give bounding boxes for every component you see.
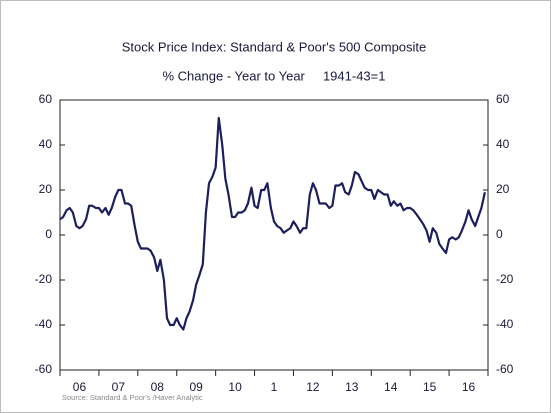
y2-tick-label: 40	[496, 137, 510, 151]
source: Source: Standard & Poor's /Haver Analyti…	[62, 393, 203, 402]
x-tick-label: 06	[73, 380, 87, 394]
x-tick-label: 10	[228, 380, 242, 394]
x-tick-label: 12	[306, 380, 320, 394]
y2-tick-label: 0	[496, 227, 503, 241]
y-tick-label: -60	[35, 362, 53, 376]
y-tick-label: 40	[39, 137, 53, 151]
y2-tick-label: 60	[496, 92, 510, 106]
y2-tick-label: -60	[496, 362, 514, 376]
x-tick-label: 14	[384, 380, 398, 394]
x-tick-label: 16	[462, 380, 476, 394]
y2-tick-label: 20	[496, 182, 510, 196]
x-tick-label: 07	[112, 380, 126, 394]
y-tick-label: 60	[39, 92, 53, 106]
series-line	[59, 116, 486, 331]
x-tick-label: 08	[151, 380, 165, 394]
x-tick-label: 13	[345, 380, 359, 394]
chart-title: Stock Price Index: Standard & Poor's 500…	[122, 39, 427, 54]
x-tick-label: 09	[190, 380, 204, 394]
y-tick-label: 0	[45, 227, 52, 241]
y-tick-label: -20	[35, 272, 53, 286]
y-tick-label: -40	[35, 317, 53, 331]
y2-tick-label: -40	[496, 317, 514, 331]
x-tick-label: 15	[423, 380, 437, 394]
x-tick-label: 1	[271, 380, 278, 394]
chart-subtitle: % Change - Year to Year 1941-43=1	[163, 68, 386, 83]
y2-tick-label: -20	[496, 272, 514, 286]
y-tick-label: 20	[39, 182, 53, 196]
